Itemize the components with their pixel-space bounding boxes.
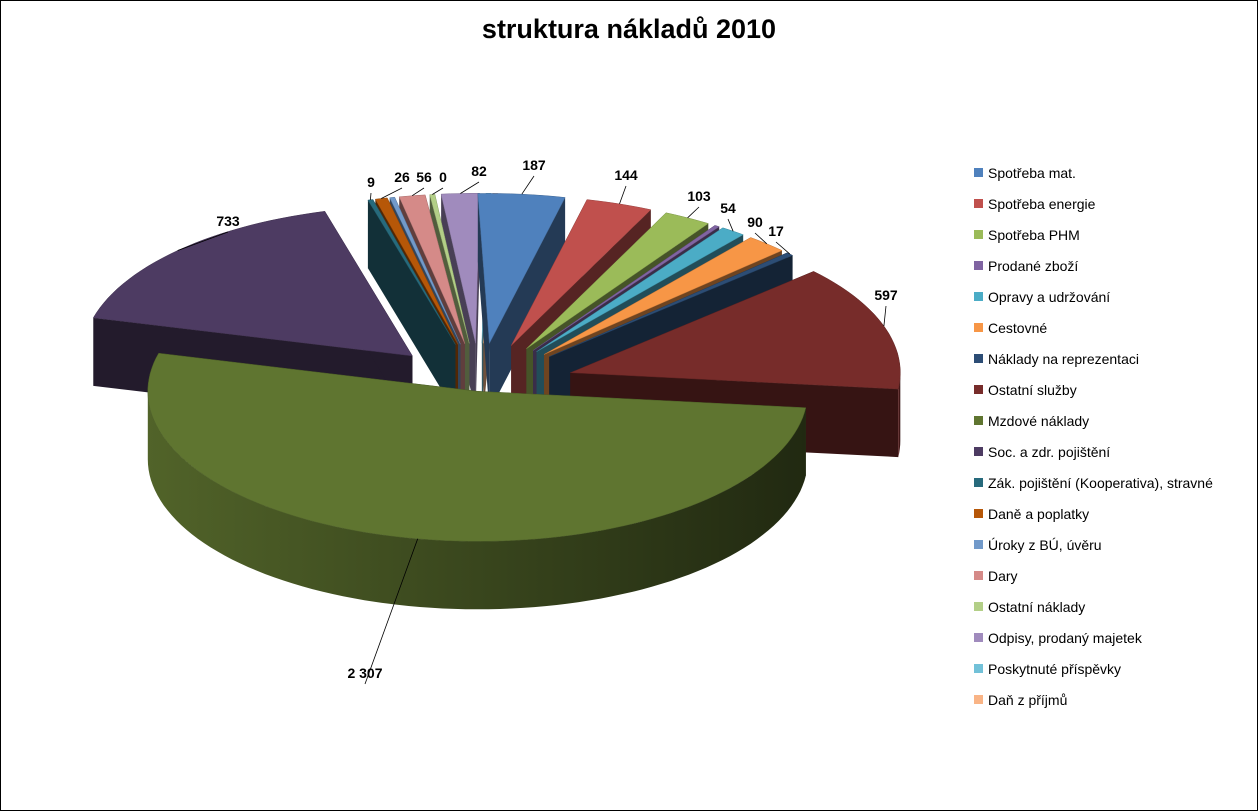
- legend-label: Dary: [988, 567, 1018, 584]
- legend-item: Náklady na reprezentaci: [974, 343, 1254, 374]
- data-label: 26: [394, 169, 410, 185]
- slice-outer-wall: [898, 372, 901, 458]
- data-label: 17: [768, 223, 784, 239]
- pie-slice: [526, 212, 709, 349]
- leader-line: [364, 538, 419, 685]
- legend-label: Daň z příjmů: [988, 691, 1068, 708]
- legend-swatch: [974, 354, 983, 363]
- leader-line: [177, 231, 229, 251]
- chart-title: struktura nákladů 2010: [481, 14, 777, 44]
- legend-item: Soc. a zdr. pojištění: [974, 436, 1254, 467]
- legend-swatch: [974, 261, 983, 270]
- pie-slice: [147, 352, 807, 542]
- legend-swatch: [974, 168, 983, 177]
- legend-label: Ostatní služby: [988, 381, 1077, 398]
- legend-label: Zák. pojištění (Kooperativa), stravné: [988, 474, 1213, 491]
- data-label: 597: [874, 287, 898, 303]
- legend-label: Daně a poplatky: [988, 505, 1090, 522]
- legend-label: Opravy a udržování: [988, 288, 1111, 305]
- leader-line: [687, 206, 700, 219]
- slice-outer-wall: [147, 391, 806, 610]
- leader-line: [521, 175, 535, 195]
- data-label: 82: [471, 163, 487, 179]
- legend-label: Úroky z BÚ, úvěru: [988, 536, 1102, 553]
- slice-side-wall: [372, 199, 456, 413]
- leader-line: [370, 192, 372, 200]
- leader-line: [381, 187, 403, 199]
- legend-item: Daně a poplatky: [974, 498, 1254, 529]
- legend-swatch: [974, 385, 983, 394]
- pie-slice: [532, 225, 720, 351]
- data-label: 90: [747, 214, 763, 230]
- legend-item: Opravy a udržování: [974, 281, 1254, 312]
- slice-side-wall: [489, 197, 566, 412]
- chart-legend: Spotřeba mat. Spotřeba energie Spotřeba PH…: [974, 157, 1254, 715]
- leader-line: [432, 187, 444, 195]
- legend-label: Prodané zboží: [988, 257, 1079, 274]
- legend-swatch: [974, 695, 983, 704]
- legend-label: Ostatní náklady: [988, 598, 1086, 615]
- legend-item: Daň z příjmů: [974, 684, 1254, 715]
- legend-label: Poskytnuté příspěvky: [988, 660, 1122, 677]
- leader-line: [727, 218, 734, 232]
- legend-swatch: [974, 447, 983, 456]
- legend-swatch: [974, 571, 983, 580]
- legend-item: Prodané zboží: [974, 250, 1254, 281]
- data-label: 2 307: [347, 665, 382, 681]
- data-label: 733: [216, 213, 240, 229]
- legend-item: Zák. pojištění (Kooperativa), stravné: [974, 467, 1254, 498]
- legend-swatch: [974, 664, 983, 673]
- legend-label: Spotřeba mat.: [988, 164, 1076, 181]
- legend-label: Mzdové náklady: [988, 412, 1090, 429]
- pie-slice: [398, 194, 466, 344]
- legend-item: Ostatní služby: [974, 374, 1254, 405]
- slice-side-wall: [477, 193, 490, 412]
- data-label: 9: [367, 174, 375, 190]
- legend-swatch: [974, 323, 983, 332]
- legend-item: Odpisy, prodaný majetek: [974, 622, 1254, 653]
- legend-label: Soc. a zdr. pojištění: [988, 443, 1111, 460]
- legend-swatch: [974, 199, 983, 208]
- legend-label: Odpisy, prodaný majetek: [988, 629, 1142, 646]
- leader-line: [754, 232, 768, 245]
- leader-line: [411, 187, 425, 197]
- leader-line: [883, 305, 887, 327]
- data-label: 54: [720, 200, 736, 216]
- legend-item: Dary: [974, 560, 1254, 591]
- legend-swatch: [974, 633, 983, 642]
- legend-swatch: [974, 416, 983, 425]
- legend-item: Ostatní náklady: [974, 591, 1254, 622]
- legend-swatch: [974, 478, 983, 487]
- legend-label: Náklady na reprezentaci: [988, 350, 1139, 367]
- legend-item: Poskytnuté příspěvky: [974, 653, 1254, 684]
- legend-swatch: [974, 602, 983, 611]
- leader-line: [619, 185, 627, 205]
- legend-item: Mzdové náklady: [974, 405, 1254, 436]
- leader-line: [775, 241, 791, 255]
- legend-label: Spotřeba PHM: [988, 226, 1080, 243]
- data-label: 0: [439, 169, 447, 185]
- legend-item: Úroky z BÚ, úvěru: [974, 529, 1254, 560]
- pie-slice: [389, 196, 461, 345]
- legend-label: Cestovné: [988, 319, 1048, 336]
- legend-swatch: [974, 230, 983, 239]
- legend-swatch: [974, 509, 983, 518]
- legend-item: Cestovné: [974, 312, 1254, 343]
- data-label: 56: [416, 169, 432, 185]
- legend-swatch: [974, 292, 983, 301]
- legend-item: Spotřeba mat.: [974, 157, 1254, 188]
- legend-item: Spotřeba PHM: [974, 219, 1254, 250]
- legend-swatch: [974, 540, 983, 549]
- data-label: 187: [522, 157, 546, 173]
- data-label: 144: [614, 167, 638, 183]
- leader-line: [460, 181, 480, 194]
- legend-label: Spotřeba energie: [988, 195, 1096, 212]
- legend-item: Spotřeba energie: [974, 188, 1254, 219]
- data-label: 103: [687, 188, 711, 204]
